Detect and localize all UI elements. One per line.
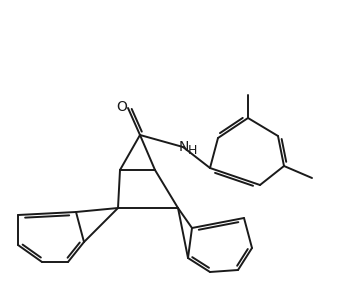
Text: N: N bbox=[179, 140, 189, 154]
Text: O: O bbox=[117, 100, 127, 114]
Text: H: H bbox=[187, 144, 197, 158]
